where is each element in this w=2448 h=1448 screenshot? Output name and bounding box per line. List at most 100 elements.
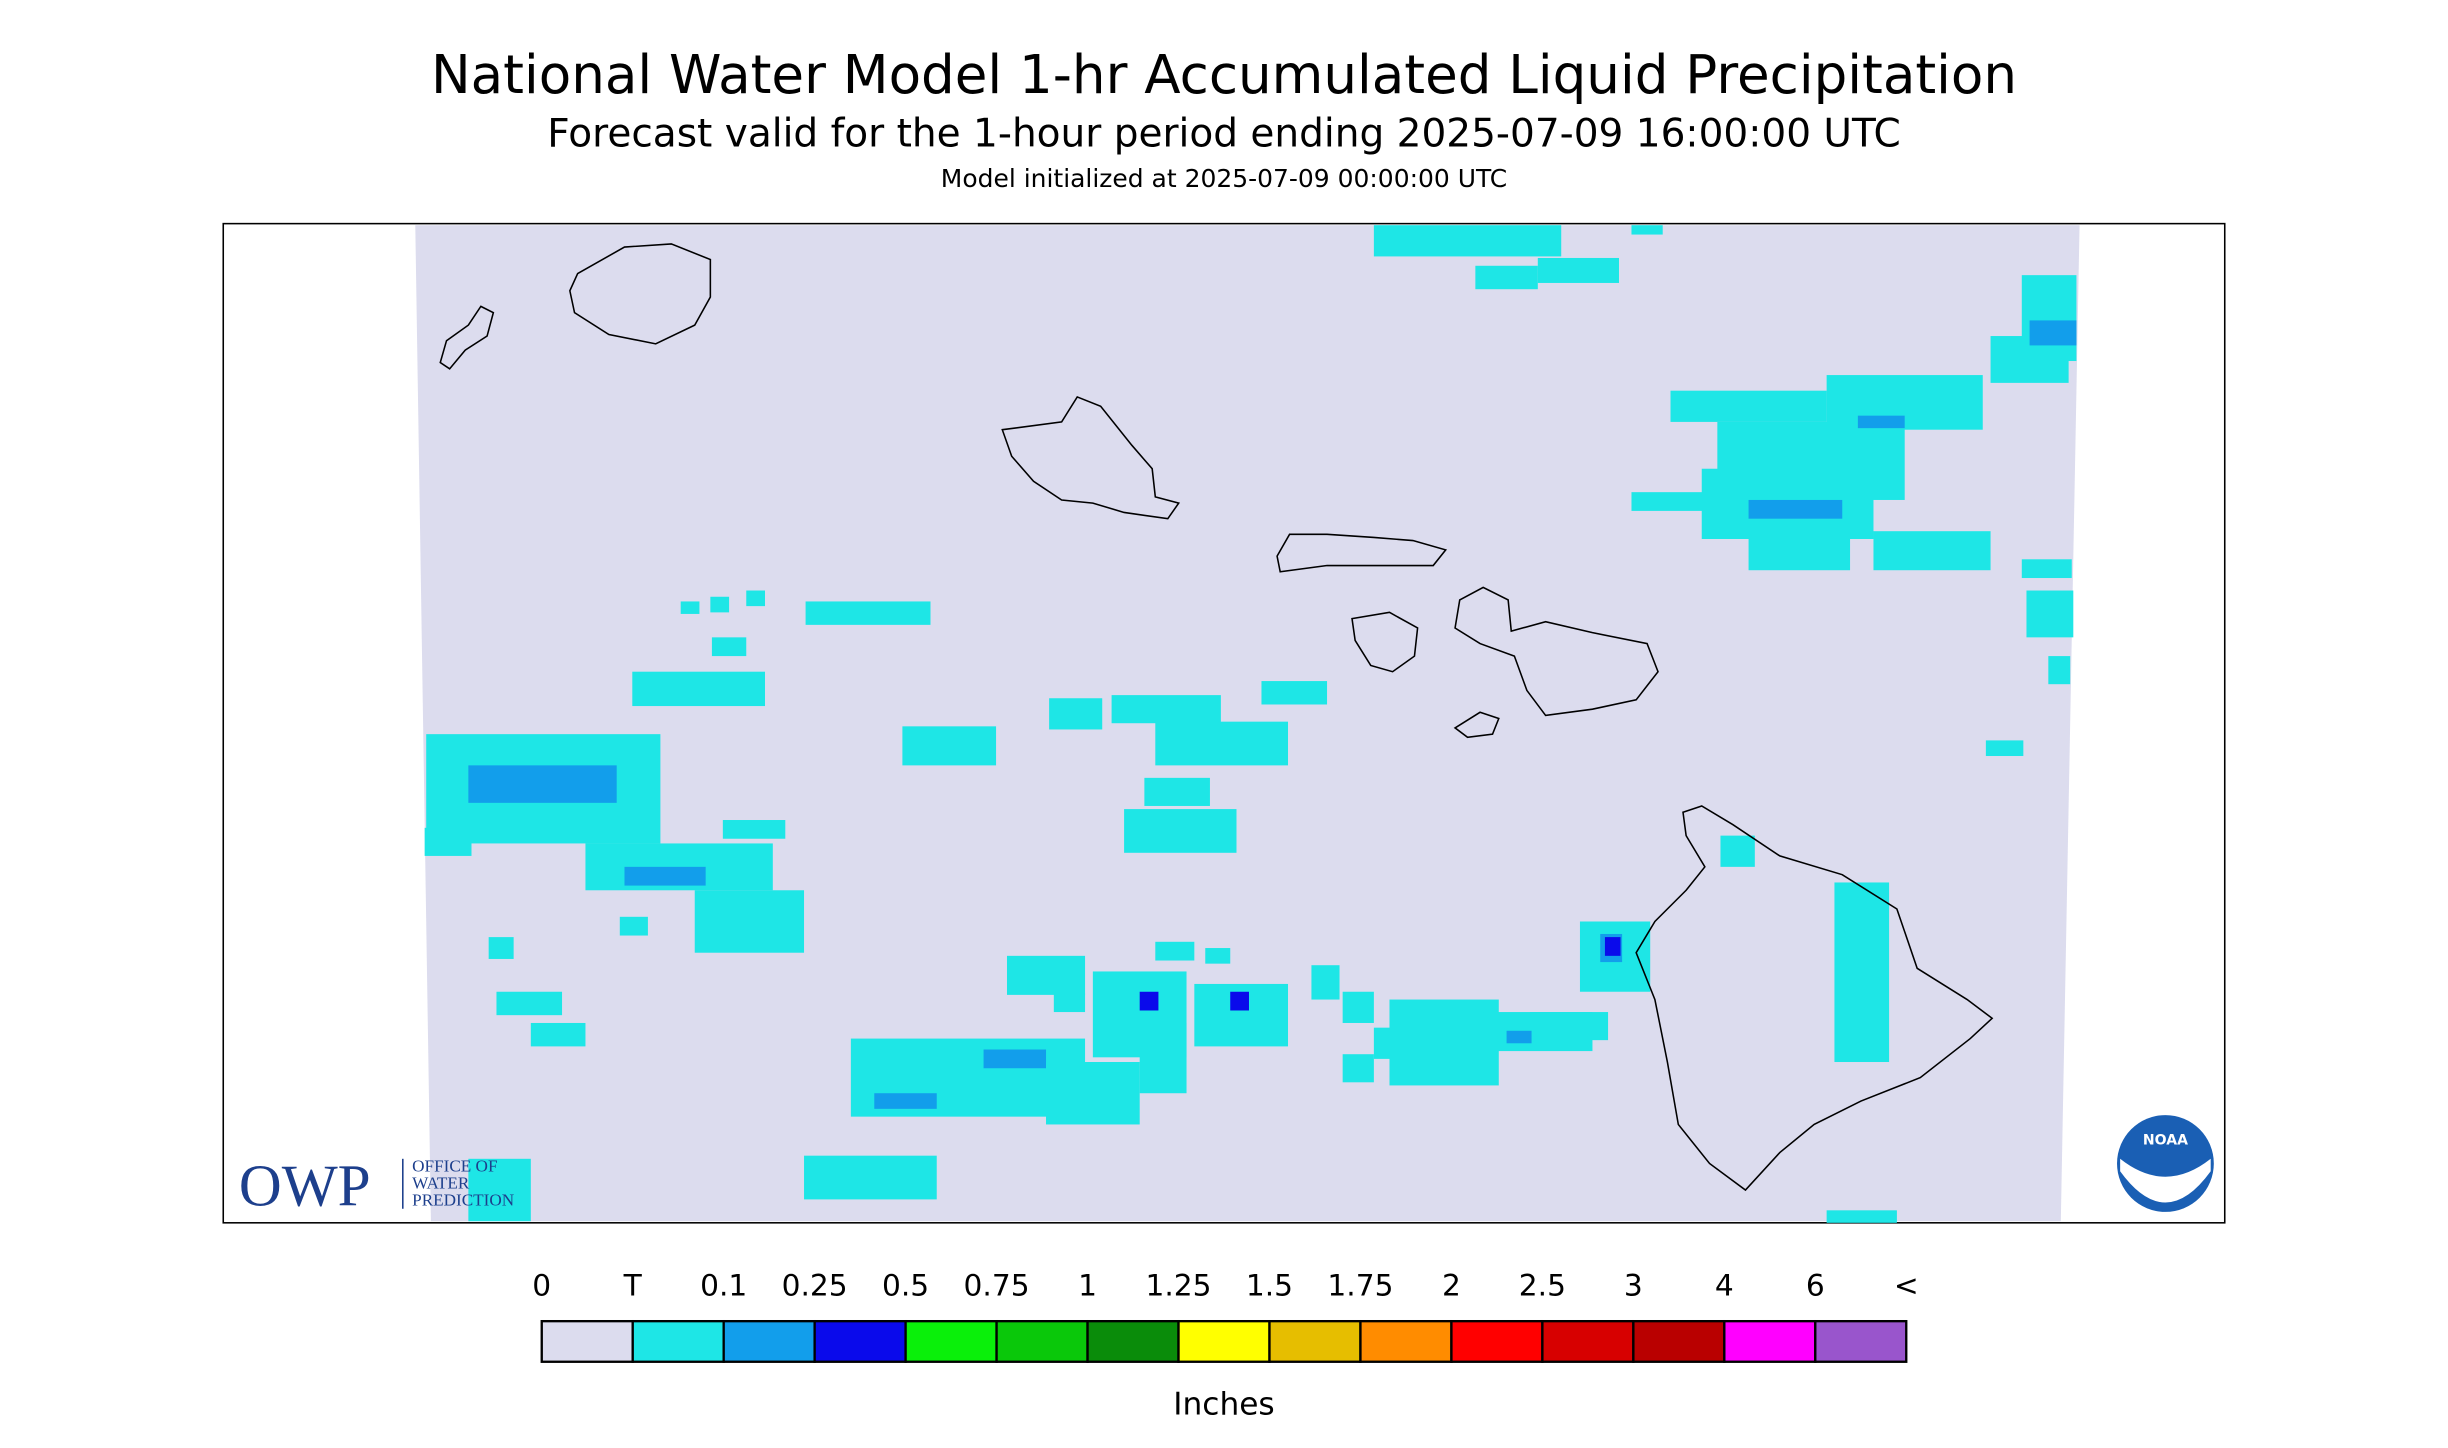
legend-swatch [1177,1319,1271,1363]
legend-swatch [1086,1319,1180,1363]
legend-swatch [631,1319,725,1363]
legend-swatch [995,1319,1089,1363]
init-time: Model initialized at 2025-07-09 00:00:00… [941,164,1507,193]
kahoolawe [1453,711,1500,739]
precip-cell [468,765,617,803]
subtitle: Forecast valid for the 1-hour period end… [547,112,1901,157]
owp-line: PREDICTION [412,1191,514,1210]
precip-cell [1537,257,1619,283]
legend-swatch [1268,1319,1362,1363]
precip-cell [804,1155,937,1200]
legend-unit: Inches [1173,1386,1274,1422]
legend-label: 4 [1715,1267,1734,1302]
precip-cell [1826,1210,1897,1223]
precip-cell [1748,538,1851,571]
oahu [1001,395,1181,520]
precip-cell [624,866,706,886]
precip-cell [619,916,648,936]
legend-label: 6 [1806,1267,1825,1302]
precip-cell [1006,955,1086,995]
precip-cell [680,601,700,614]
legend-label: 0.1 [700,1267,747,1302]
precip-cell [694,890,805,953]
legend-swatch [1723,1319,1817,1363]
noaa-text: NOAA [2143,1133,2188,1149]
legend-swatch [540,1319,634,1363]
precip-cell [1342,991,1374,1023]
precip-cell [424,827,472,856]
precip-cell [468,1158,531,1222]
legend-swatch [722,1319,816,1363]
precip-cell [1205,948,1231,964]
legend-swatch [1450,1319,1544,1363]
precip-cell [2029,320,2077,346]
precip-cell [1985,740,2024,757]
precip-cell [710,596,730,613]
precip-cell [711,637,747,657]
precip-cell [902,726,997,766]
islands [439,243,1994,1192]
legend-label: 0.25 [782,1267,848,1302]
precip-cell [1834,882,1890,1063]
legend-label: 3 [1624,1267,1643,1302]
legend-swatch [813,1319,907,1363]
precip-cell [2021,559,2072,579]
hawaii [1635,805,1994,1192]
precip-cell [1124,809,1237,853]
legend-swatch [1359,1319,1453,1363]
precip-field [424,225,2077,1223]
precip-cell [1155,721,1289,766]
precip-cell [1873,531,1991,571]
owp-line: OFFICE OF [412,1156,497,1175]
precip-cell [1311,965,1340,1000]
precip-cell [874,1093,937,1109]
precip-cell [805,601,931,625]
precip-cell [2026,590,2074,638]
precip-cell [1342,1054,1374,1083]
lanai [1351,611,1419,673]
precip-cell [1111,695,1221,724]
legend-swatch [904,1319,998,1363]
precip-cell [1155,941,1195,961]
legend-swatch [1632,1319,1726,1363]
precip-cell [1720,835,1755,867]
legend-label: 1.25 [1145,1267,1211,1302]
owp-line: WATER [412,1173,470,1192]
precip-cell [1261,681,1328,705]
precip-cell [1139,1022,1187,1094]
owp-mark: OWP [239,1153,371,1219]
precip-cell [1373,1027,1421,1059]
legend-label: 1.5 [1246,1267,1293,1302]
precip-cell [496,991,563,1016]
maui [1454,586,1659,717]
precip-cell [1475,265,1538,290]
precip-cell [1670,390,1827,422]
legend-label: < [1894,1267,1919,1302]
precip-cell [1053,993,1086,1013]
precip-cell [632,671,765,707]
precip-cell [1230,991,1249,1011]
precip-cell [1373,225,1562,257]
legend-label: 2.5 [1519,1267,1566,1302]
precip-cell [746,590,765,607]
precip-cell [1046,1062,1140,1125]
precip-cell [1144,777,1210,806]
legend-label: 0.75 [964,1267,1030,1302]
legend-label: 0.5 [882,1267,929,1302]
legend-label: 0 [532,1267,551,1302]
precip-cell [1604,937,1621,956]
precip-cell [1530,1012,1609,1041]
legend-swatch [1814,1319,1908,1363]
noaa-logo: NOAA [2117,1115,2214,1212]
precip-cell [1857,415,1905,429]
legend-label: T [623,1267,643,1302]
precip-cell [1139,991,1159,1011]
legend-label: 1.75 [1327,1267,1393,1302]
precip-cell [1748,499,1843,519]
precip-cell [1049,698,1103,730]
precip-cell [983,1049,1047,1069]
owp-logo: OWP OFFICE OF WATER PREDICTION [239,1153,514,1219]
precip-cell [530,1022,586,1047]
